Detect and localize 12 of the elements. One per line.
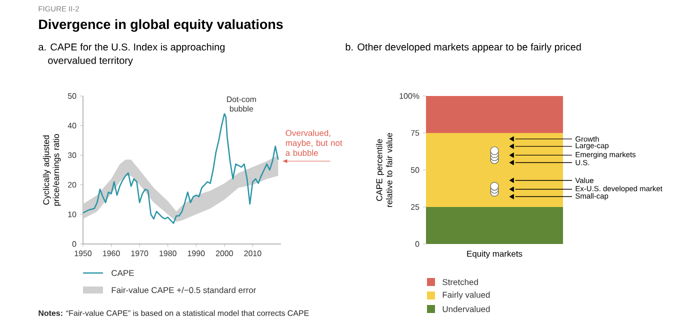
legend-label: Fair-value CAPE +/−0.5 standard error bbox=[112, 286, 256, 294]
annotation: Overvalued, maybe, but not a bubble bbox=[286, 130, 342, 156]
legend-label: Undervalued bbox=[442, 306, 490, 312]
chart-subtitle: a. CAPE for the U.S. Index is approaching overvalued territory bbox=[38, 43, 225, 66]
legend-label: CAPE bbox=[112, 270, 134, 276]
y-axis-title: CAPE percentile relative to fair value bbox=[376, 132, 392, 207]
x-tick-label: Equity markets bbox=[467, 250, 522, 258]
y-axis-title: Cyclically adjusted price/earnings ratio bbox=[42, 134, 61, 206]
legend-label: Fairly valued bbox=[442, 292, 490, 300]
chart-title: Divergence in global equity valuations bbox=[39, 19, 283, 32]
chart-title: b. Other developed markets appear to be fairly priced bbox=[346, 43, 581, 52]
legend-label: Stretched bbox=[442, 278, 478, 286]
